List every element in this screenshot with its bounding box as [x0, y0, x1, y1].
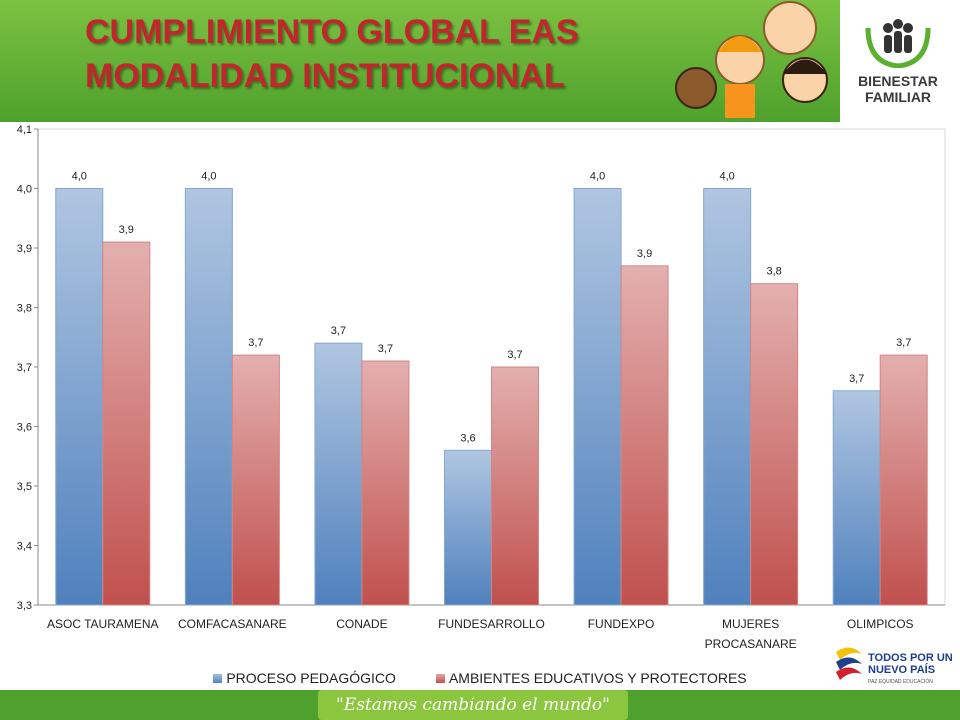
x-tick-label: FUNDESARROLLO: [438, 617, 545, 631]
x-tick-label: MUJERES PROCASANARE: [704, 617, 797, 651]
data-label: 3,7: [331, 325, 346, 337]
data-label: 4,0: [72, 171, 87, 183]
bar: [314, 342, 363, 606]
data-label: 3,7: [507, 349, 522, 361]
legend-label: PROCESO PEDAGÓGICO: [226, 670, 396, 686]
bar: [491, 366, 539, 606]
header-band: CUMPLIMIENTO GLOBAL EAS MODALIDAD INSTIT…: [0, 0, 960, 122]
brand-text: TODOS POR UN NUEVO PAÍS: [868, 652, 953, 676]
bar: [620, 265, 669, 606]
data-label: 4,0: [719, 171, 734, 183]
data-label: 3,7: [248, 337, 263, 349]
legend-label: AMBIENTES EDUCATIVOS Y PROTECTORES: [448, 670, 747, 686]
x-tick-label: FUNDEXPO: [587, 617, 655, 631]
slogan: "Estamos cambiando el mundo": [318, 690, 628, 720]
data-label: 3,6: [460, 432, 475, 444]
data-label: 4,0: [590, 171, 605, 183]
bienestar-logo: BIENESTAR FAMILIAR: [848, 18, 948, 105]
y-tick-label: 3,8: [17, 303, 32, 315]
footer-band: "Estamos cambiando el mundo": [0, 690, 960, 720]
bar: [832, 390, 881, 606]
data-label: 3,8: [766, 266, 781, 278]
pais-logo: TODOS POR UN NUEVO PAÍS PAZ EQUIDAD EDUC…: [868, 652, 958, 688]
data-label: 3,7: [378, 343, 393, 355]
y-tick-label: 4,0: [17, 184, 32, 196]
pais-logo-icon: [836, 647, 862, 680]
brand-subtext: PAZ EQUIDAD EDUCACIÓN: [868, 679, 933, 685]
legend-swatch: [435, 673, 445, 683]
data-label: 3,7: [896, 337, 911, 349]
y-tick-label: 3,7: [17, 362, 32, 374]
data-label: 3,7: [849, 373, 864, 385]
bar: [444, 449, 492, 606]
chart-area: 3,3 3,4 3,5 3,6 3,7 3,8 3,9 4,0 4,1 4,0 3,9 4,0 3,7 3…: [0, 122, 960, 690]
legend-swatch: [213, 673, 223, 683]
x-tick-label: OLIMPICOS: [846, 617, 914, 631]
chart: 3,3 3,4 3,5 3,6 3,7 3,8 3,9 4,0 4,1 4,0 3,9 4,0 3,7 3…: [17, 124, 946, 612]
y-tick-label: 4,1: [17, 124, 32, 136]
bar: [361, 360, 410, 606]
bar: [231, 354, 280, 606]
bar: [703, 188, 752, 606]
y-tick-label: 3,6: [17, 422, 32, 434]
logo-icon: [865, 19, 931, 69]
legend: PROCESO PEDAGÓGICO AMBIENTES EDUCATIVOS Y…: [0, 670, 960, 686]
y-tick-label: 3,9: [17, 243, 32, 255]
bar: [750, 283, 799, 606]
legend-item: PROCESO PEDAGÓGICO: [213, 670, 396, 686]
y-tick-label: 3,3: [17, 600, 32, 612]
bar: [573, 188, 622, 606]
bar: [102, 241, 151, 606]
x-tick-label: CONADE: [336, 617, 388, 631]
data-label: 4,0: [201, 171, 216, 183]
y-tick-label: 3,4: [17, 541, 32, 553]
slide-title: CUMPLIMIENTO GLOBAL EAS MODALIDAD INSTIT…: [85, 13, 579, 95]
data-label: 3,9: [119, 224, 134, 236]
x-tick-label: COMFACASANARE: [178, 617, 287, 631]
logo-text: FAMILIAR: [864, 89, 932, 105]
x-tick-label: ASOC TAURAMENA: [46, 617, 159, 631]
logo-text: BIENESTAR: [858, 73, 938, 89]
data-label: 3,9: [637, 248, 652, 260]
bar: [879, 354, 928, 606]
y-tick-label: 3,5: [17, 481, 32, 493]
legend-item: AMBIENTES EDUCATIVOS Y PROTECTORES: [435, 670, 747, 686]
bar: [184, 188, 233, 606]
bar: [55, 188, 104, 606]
kids-illustration: [675, 1, 828, 118]
